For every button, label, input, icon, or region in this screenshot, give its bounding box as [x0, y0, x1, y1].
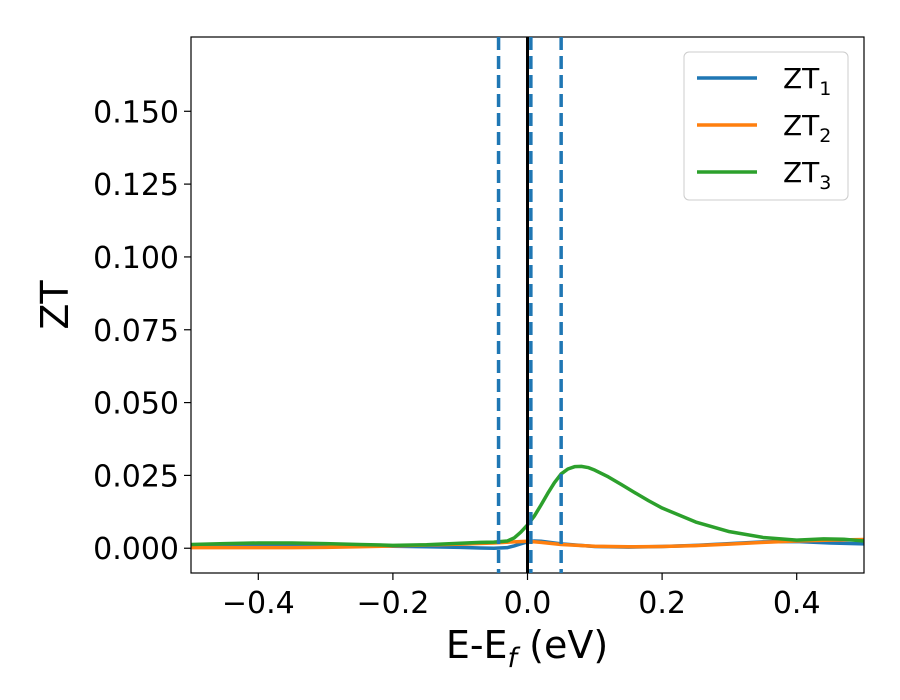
x-axis-label: E-Ef (eV)	[446, 623, 608, 674]
x-tick-label: 0.2	[638, 586, 686, 621]
legend-label-zt2: ZT2	[783, 109, 831, 147]
y-tick-label: 0.150	[93, 95, 179, 130]
x-tick-label: −0.4	[222, 586, 295, 621]
x-tick-label: 0.4	[773, 586, 821, 621]
y-tick-label: 0.050	[93, 387, 179, 422]
legend-entries: ZT1 ZT2 ZT3	[697, 62, 831, 194]
y-tick-label: 0.125	[93, 168, 179, 203]
reference-lines	[496, 37, 563, 573]
y-tick-label: 0.000	[93, 532, 179, 567]
legend-label-zt3: ZT3	[783, 156, 831, 194]
legend: ZT1 ZT2 ZT3	[683, 51, 849, 201]
y-axis-ticks: 0.000 0.025 0.050 0.075 0.100 0.125 0.150	[93, 95, 191, 567]
series-line-zt3	[191, 464, 864, 548]
x-axis-label-main: E-E	[446, 623, 508, 667]
x-tick-label: 0.0	[504, 586, 552, 621]
x-axis-label-suffix: (eV)	[517, 623, 608, 667]
x-tick-label: −0.2	[356, 586, 429, 621]
y-tick-label: 0.100	[93, 241, 179, 276]
y-axis-label: ZT	[33, 280, 77, 330]
legend-label-zt1: ZT1	[783, 62, 831, 100]
y-tick-label: 0.075	[93, 314, 179, 349]
y-tick-label: 0.025	[93, 459, 179, 494]
x-axis-ticks: −0.4 −0.2 0.0 0.2 0.4	[222, 573, 821, 621]
legend-box	[683, 51, 849, 201]
